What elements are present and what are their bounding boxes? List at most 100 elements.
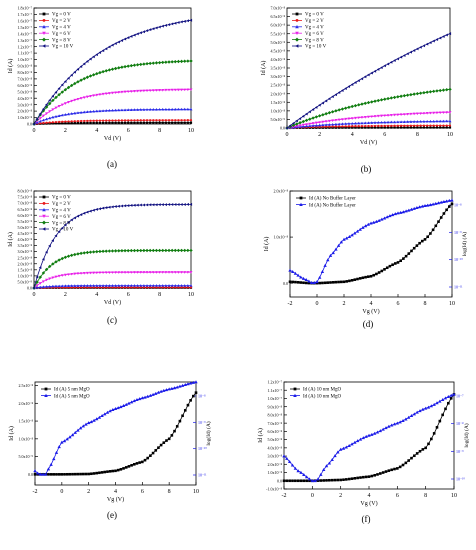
data-point	[388, 264, 392, 268]
data-point	[434, 201, 438, 205]
data-point	[129, 34, 133, 38]
data-point	[82, 62, 86, 66]
data-point	[186, 119, 189, 122]
data-point	[314, 115, 319, 119]
data-point	[376, 473, 379, 476]
data-point	[39, 122, 42, 125]
x-tick-label: 8	[424, 301, 427, 307]
data-point	[136, 121, 139, 124]
data-point	[186, 121, 189, 124]
series-line	[289, 199, 453, 284]
data-point	[380, 66, 383, 70]
series-2	[32, 119, 193, 126]
data-point	[101, 49, 105, 53]
data-point	[145, 271, 149, 274]
data-point	[54, 122, 58, 125]
data-point	[104, 92, 108, 96]
data-point	[175, 385, 179, 389]
data-point	[139, 271, 143, 274]
y-axis-label: Id (A)	[7, 59, 14, 74]
data-point	[76, 252, 80, 256]
data-point	[142, 119, 145, 122]
data-point	[340, 118, 344, 121]
data-point	[154, 89, 158, 92]
data-point	[114, 205, 117, 209]
data-point	[107, 92, 111, 95]
data-point	[318, 281, 321, 285]
legend-marker	[299, 196, 303, 200]
y-tick-label: 1.1x10⁻⁷	[17, 51, 32, 56]
data-point	[167, 88, 171, 92]
legend-marker	[42, 195, 46, 199]
data-point	[41, 280, 45, 283]
data-point	[367, 73, 370, 77]
data-point	[65, 472, 69, 476]
data-point	[357, 121, 361, 125]
data-point	[132, 463, 136, 466]
data-point	[389, 96, 394, 100]
data-point	[429, 232, 432, 235]
data-point	[422, 124, 426, 127]
data-point	[409, 50, 412, 54]
data-point	[174, 286, 177, 289]
y-tick-label: 9.0x10⁻⁸	[17, 64, 32, 69]
data-point	[177, 119, 180, 122]
data-point	[373, 69, 377, 73]
y-tick-label: 1.5x10⁻⁸	[17, 267, 32, 272]
data-point	[164, 388, 169, 392]
y-right-tick-label: 10⁻⁷	[456, 394, 464, 399]
data-point	[324, 120, 328, 123]
data-point	[126, 284, 130, 287]
y-tick-label: 3.5x10⁻⁸	[17, 243, 32, 248]
data-point	[324, 464, 329, 468]
data-point	[35, 275, 39, 279]
data-point	[302, 472, 306, 476]
data-point	[419, 126, 422, 129]
data-point	[38, 285, 42, 289]
data-point	[114, 271, 118, 274]
x-tick-label: 10	[188, 292, 194, 298]
data-point	[424, 446, 427, 450]
data-point	[117, 284, 121, 287]
data-point	[396, 467, 399, 470]
data-point	[448, 87, 452, 92]
data-point	[61, 122, 64, 125]
data-point	[333, 478, 337, 482]
data-point	[177, 121, 180, 124]
y-tick-label: 4.5x10⁻⁸	[17, 231, 32, 236]
data-point	[71, 472, 74, 476]
data-point	[80, 286, 83, 289]
data-point	[90, 472, 93, 476]
data-point	[399, 120, 403, 124]
data-point	[418, 409, 422, 413]
data-point	[130, 121, 133, 124]
y-tick-label: 0.0	[27, 286, 32, 291]
data-point	[285, 456, 289, 460]
data-point	[148, 61, 152, 66]
data-point	[399, 113, 403, 116]
data-point	[355, 229, 360, 233]
data-point	[354, 125, 357, 128]
data-point	[353, 81, 357, 85]
data-point	[60, 440, 64, 444]
data-point	[194, 380, 198, 384]
data-point	[164, 107, 168, 111]
x-tick-label: -2	[288, 301, 293, 307]
y-tick-label: 4.0x10⁻⁸	[17, 96, 32, 101]
y-tick-label: 5.0x10⁻⁸	[17, 89, 32, 94]
legend: Vg = 0 VVg = 2 V Vg = 4 VVg = 6 VVg = 8 V…	[39, 195, 74, 233]
data-point	[48, 277, 52, 281]
data-point	[426, 235, 429, 239]
data-point	[89, 119, 92, 122]
data-point	[167, 119, 171, 122]
data-point	[407, 252, 411, 255]
data-point	[398, 465, 402, 469]
legend-marker	[42, 202, 46, 205]
legend-entry: Vg = 6 V	[52, 215, 71, 220]
data-point	[45, 103, 48, 107]
data-point	[136, 119, 139, 122]
data-point	[406, 126, 409, 129]
data-point	[421, 239, 424, 243]
data-point	[282, 479, 286, 483]
legend-entry: Vg = 0 V	[52, 13, 71, 18]
